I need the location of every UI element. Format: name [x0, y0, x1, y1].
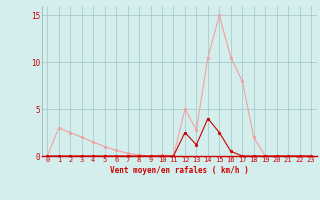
X-axis label: Vent moyen/en rafales ( km/h ): Vent moyen/en rafales ( km/h )	[110, 166, 249, 175]
